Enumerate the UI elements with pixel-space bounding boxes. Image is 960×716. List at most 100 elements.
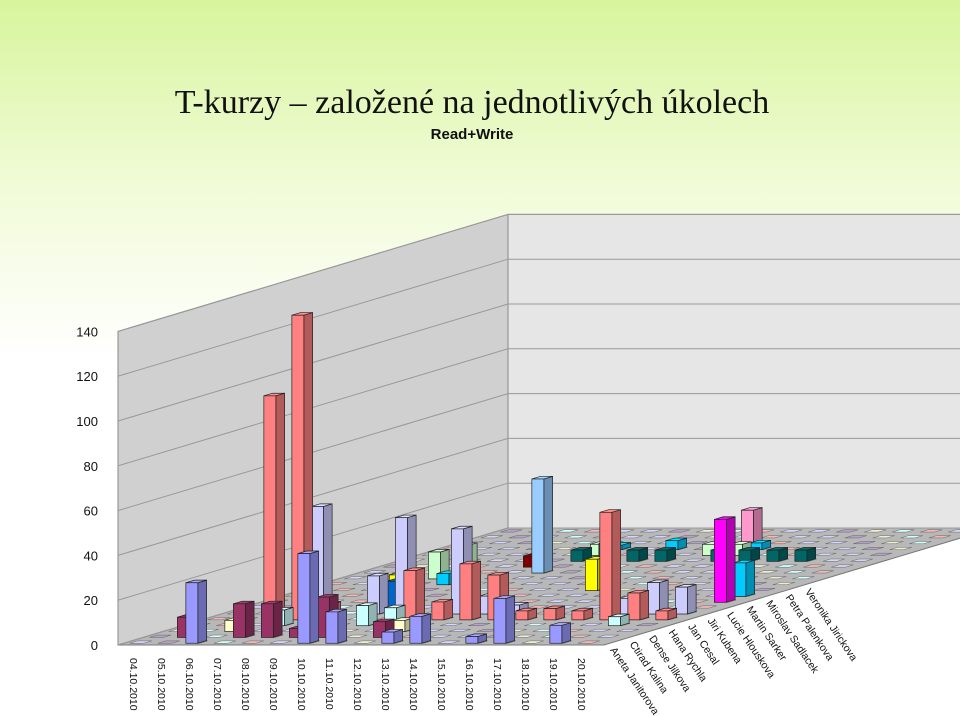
floor-cell [842, 552, 865, 556]
floor-cell [753, 588, 776, 591]
floor-cell [682, 558, 705, 562]
bar-side [745, 559, 755, 597]
floor-cell [546, 599, 569, 603]
floor-cell [909, 541, 932, 545]
x-tick-label: 13.10.2010 [379, 658, 391, 711]
bar-back-r6 [749, 539, 771, 551]
floor-cell [643, 570, 666, 574]
floor-cell [853, 541, 876, 545]
floor-cell [780, 529, 803, 533]
bar-back-r4 [654, 547, 676, 562]
x-tick-label: 11.10.2010 [323, 658, 335, 710]
bar-side [639, 589, 649, 621]
bar-ctirad-kalina [261, 600, 283, 638]
floor-cell [788, 535, 811, 539]
x-tick-label: 10.10.2010 [295, 658, 307, 711]
floor-cell [551, 564, 574, 568]
floor-cell [333, 588, 356, 591]
floor-cell [205, 634, 228, 638]
floor-cell [513, 634, 536, 638]
floor-cell [486, 558, 509, 562]
floor-cell [816, 535, 839, 539]
bar-aneta-janitorova [325, 608, 347, 644]
bar-front [674, 586, 688, 615]
gridline [117, 482, 960, 601]
floor-cell [425, 593, 448, 597]
floor-cell [580, 623, 603, 626]
bar-side [561, 622, 571, 644]
y-tick-label: 60 [84, 504, 98, 519]
bar-front [436, 573, 450, 586]
bar-martin-sarker [713, 516, 736, 603]
gridline [117, 393, 960, 512]
floor-cell [850, 558, 873, 562]
floor-cell [353, 640, 376, 644]
floor-cell [521, 640, 544, 644]
floor-cell [480, 535, 503, 539]
floor-cell [597, 634, 620, 638]
bar-jan-cesal [431, 598, 453, 621]
floor-cell [497, 547, 520, 550]
floor-cell [448, 628, 471, 632]
floor-cell [129, 640, 152, 644]
floor-cell [269, 640, 292, 644]
floor-cell [548, 582, 571, 585]
floor-cell [620, 535, 643, 539]
x-tick-label: 05.10.2010 [155, 658, 167, 711]
bar-hana-rychla [607, 613, 630, 627]
bar-side [415, 567, 425, 621]
bar-miroslav-sadlacek [733, 559, 755, 597]
bar-side [337, 608, 347, 644]
x-tick-label: 18.10.2010 [519, 658, 531, 711]
bar-jan-cesal [459, 560, 481, 621]
bar-front [493, 598, 507, 644]
bar-back-r6 [665, 537, 687, 551]
bar-front [185, 582, 199, 644]
floor-cell [468, 623, 491, 626]
floor-cell [694, 605, 717, 609]
floor-cell [635, 564, 658, 568]
bar-front [409, 616, 423, 644]
bar-front [233, 603, 246, 638]
x-tick-label: 08.10.2010 [239, 658, 251, 711]
chart-title: T-kurzy – založené na jednotlivých úkole… [174, 84, 770, 121]
floor-cell [671, 570, 694, 574]
floor-cell [569, 634, 592, 638]
bar-jan-cesal [403, 567, 425, 621]
chart-group: 0 20 40 60 80 100 120 140 04.10.2010 05.10.2010 06… [76, 213, 960, 716]
floor-cell [814, 552, 837, 556]
floor-cell [537, 593, 560, 597]
bar-side [309, 550, 319, 644]
floor-cell [685, 541, 708, 545]
floor-cell [900, 535, 923, 539]
bar-front [646, 582, 660, 615]
y-tick-label: 20 [84, 593, 98, 608]
bar-front [356, 605, 369, 627]
bar-front [570, 549, 584, 562]
bar-front [261, 603, 274, 638]
floor-cell [889, 547, 912, 550]
bar-hana-rychla [356, 602, 378, 627]
floor-cell [640, 529, 663, 533]
y-tick-label: 40 [84, 548, 98, 563]
floor-cell [663, 564, 686, 568]
bar-side [284, 606, 294, 627]
bar-jan-cesal [627, 589, 649, 621]
floor-cell [475, 570, 498, 574]
floor-cell [553, 547, 576, 550]
floor-cell [760, 535, 783, 539]
floor-cell [500, 529, 523, 533]
x-tick-label: 16.10.2010 [463, 658, 475, 711]
floor-cell [429, 634, 452, 638]
bar-front [713, 519, 727, 603]
bar-aneta-janitorova [493, 595, 515, 644]
bar-side [443, 598, 453, 621]
bar-front [627, 592, 641, 621]
bar-front [740, 509, 754, 545]
bar-front [381, 631, 395, 644]
floor-cell [831, 564, 854, 568]
floor-cell [861, 547, 884, 550]
bar-front [428, 551, 441, 580]
bar-front [766, 549, 780, 562]
floor-cell [808, 529, 831, 533]
